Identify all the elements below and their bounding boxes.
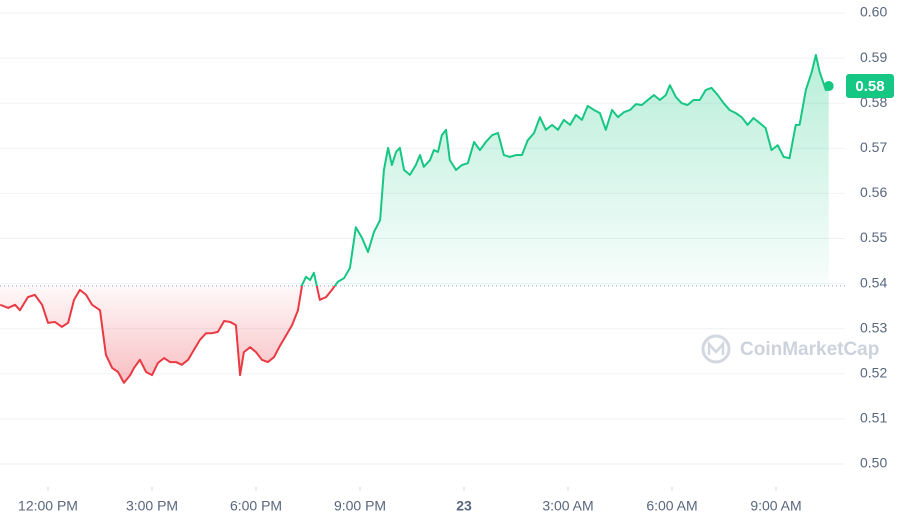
x-tick-label: 6:00 AM (646, 498, 697, 514)
y-tick-label: 0.54 (860, 274, 887, 290)
y-tick-label: 0.60 (860, 4, 887, 20)
watermark-logo-m (707, 340, 725, 355)
price-area (0, 54, 829, 383)
x-tick-label: 23 (456, 498, 472, 514)
y-tick-label: 0.56 (860, 184, 887, 200)
x-tick-label: 9:00 PM (334, 498, 386, 514)
x-tick-label: 6:00 PM (230, 498, 282, 514)
price-line (0, 53, 830, 384)
y-tick-label: 0.50 (860, 455, 887, 471)
x-tick-label: 12:00 PM (18, 498, 78, 514)
y-tick-label: 0.53 (860, 319, 887, 335)
price-tag-label: 0.58 (855, 78, 884, 95)
y-tick-label: 0.59 (860, 49, 887, 65)
x-tick-label: 9:00 AM (750, 498, 801, 514)
y-tick-label: 0.52 (860, 365, 887, 381)
y-tick-label: 0.57 (860, 139, 887, 155)
x-tick-label: 3:00 PM (126, 498, 178, 514)
y-tick-label: 0.51 (860, 410, 887, 426)
last-point (823, 81, 834, 92)
price-tag (846, 74, 894, 99)
y-tick-label: 0.55 (860, 229, 887, 245)
watermark-logo (701, 334, 731, 364)
x-tick-label: 3:00 AM (542, 498, 593, 514)
watermark-text: CoinMarketCap (740, 339, 879, 360)
watermark: CoinMarketCap (701, 334, 879, 364)
